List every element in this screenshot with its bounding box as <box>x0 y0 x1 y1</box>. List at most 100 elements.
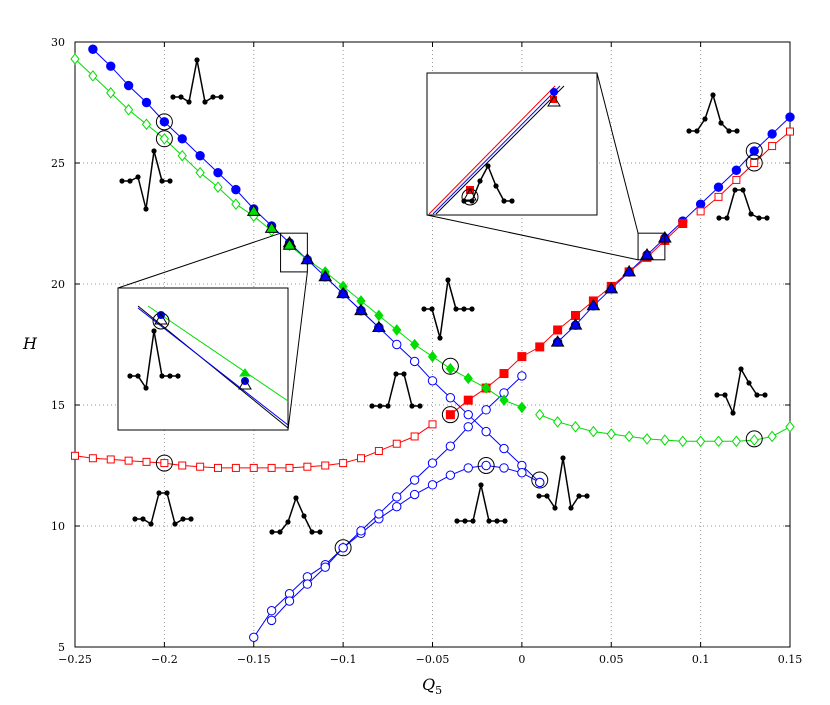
data-point <box>357 454 365 463</box>
data-point <box>463 422 473 432</box>
inset-line <box>137 307 289 426</box>
chain-glyph <box>686 92 740 134</box>
y-tick-label: 10 <box>51 520 65 533</box>
inset-point <box>550 96 557 103</box>
series-group <box>70 44 795 643</box>
chain-node <box>188 516 194 522</box>
chain-glyphs <box>119 57 770 535</box>
chain-bond <box>145 330 155 389</box>
chain-node <box>461 306 467 312</box>
data-point <box>410 432 419 441</box>
chain-bond <box>447 279 457 310</box>
data-point <box>767 129 777 139</box>
chain-node <box>164 490 170 496</box>
chain-node <box>194 57 200 63</box>
data-point <box>535 477 545 488</box>
chain-node <box>127 373 133 379</box>
chain-bond <box>137 176 147 210</box>
inset-glyph <box>461 163 515 204</box>
chain-node <box>167 373 173 379</box>
data-point <box>714 192 723 201</box>
data-point <box>178 461 187 470</box>
data-point <box>266 606 277 616</box>
chain-glyph <box>454 482 508 524</box>
data-point <box>786 127 794 136</box>
chain-node <box>385 403 391 409</box>
chain-node <box>175 373 181 379</box>
inset-line <box>432 85 561 215</box>
chain-node <box>180 516 186 522</box>
chain-bond <box>726 189 736 219</box>
data-point <box>371 320 386 333</box>
data-point <box>303 462 312 471</box>
data-point <box>427 480 438 490</box>
data-point <box>517 371 527 381</box>
inset-glyph <box>127 328 181 391</box>
data-series <box>249 460 545 643</box>
chain-node <box>732 187 738 193</box>
zoom-connector <box>117 232 281 289</box>
data-point <box>249 632 259 643</box>
chain-node <box>714 392 720 398</box>
y-tick-label: 5 <box>58 641 65 654</box>
data-point <box>246 204 261 216</box>
chain-node <box>143 206 149 212</box>
data-point <box>374 509 384 519</box>
data-series <box>71 420 437 472</box>
zoom-box <box>280 232 308 273</box>
data-point <box>409 489 420 500</box>
data-point <box>768 142 777 151</box>
data-point <box>409 356 420 367</box>
chain-bond <box>439 279 449 339</box>
chain-bond <box>712 94 722 124</box>
data-point <box>463 463 473 473</box>
data-point <box>267 463 276 472</box>
chain-bond <box>196 59 206 103</box>
data-point <box>785 420 795 433</box>
chain-node <box>170 94 176 100</box>
chain-node <box>485 163 491 169</box>
inset-point <box>550 88 558 96</box>
chain-node <box>462 518 468 524</box>
chain-node <box>454 518 460 524</box>
data-point <box>213 167 223 178</box>
chain-glyph <box>714 366 768 416</box>
chain-node <box>172 521 178 527</box>
chain-node <box>135 174 141 180</box>
data-point <box>302 579 313 589</box>
chain-node <box>461 198 467 204</box>
data-series <box>696 127 794 216</box>
chain-node <box>470 518 476 524</box>
chain-node <box>552 505 558 511</box>
chain-node <box>202 99 208 105</box>
chain-bond <box>403 373 413 407</box>
data-point <box>141 118 152 131</box>
chain-bond <box>724 394 734 414</box>
inset-panels <box>117 72 598 431</box>
highlight-ring <box>441 357 459 375</box>
chain-node <box>478 482 484 488</box>
data-point <box>177 149 187 162</box>
chain-node <box>740 187 746 193</box>
data-point <box>606 428 616 440</box>
data-point <box>427 458 438 468</box>
highlight-ring <box>531 471 549 489</box>
chain-bond <box>145 150 155 210</box>
chain-node <box>377 403 383 409</box>
highlight-ring <box>155 454 173 472</box>
chain-node <box>486 518 492 524</box>
highlight-ring <box>745 154 763 172</box>
data-point <box>463 372 473 385</box>
chain-node <box>722 392 728 398</box>
x-tick-label: −0.25 <box>58 653 92 666</box>
data-point <box>550 335 565 347</box>
data-point <box>749 434 759 446</box>
data-point <box>640 247 654 260</box>
chain-node <box>151 328 157 334</box>
chain-glyph <box>170 57 224 105</box>
data-point <box>106 61 116 71</box>
data-point <box>624 430 634 443</box>
chain-node <box>754 392 760 398</box>
chain-node <box>135 373 141 379</box>
x-tick-label: 0.1 <box>692 653 710 666</box>
